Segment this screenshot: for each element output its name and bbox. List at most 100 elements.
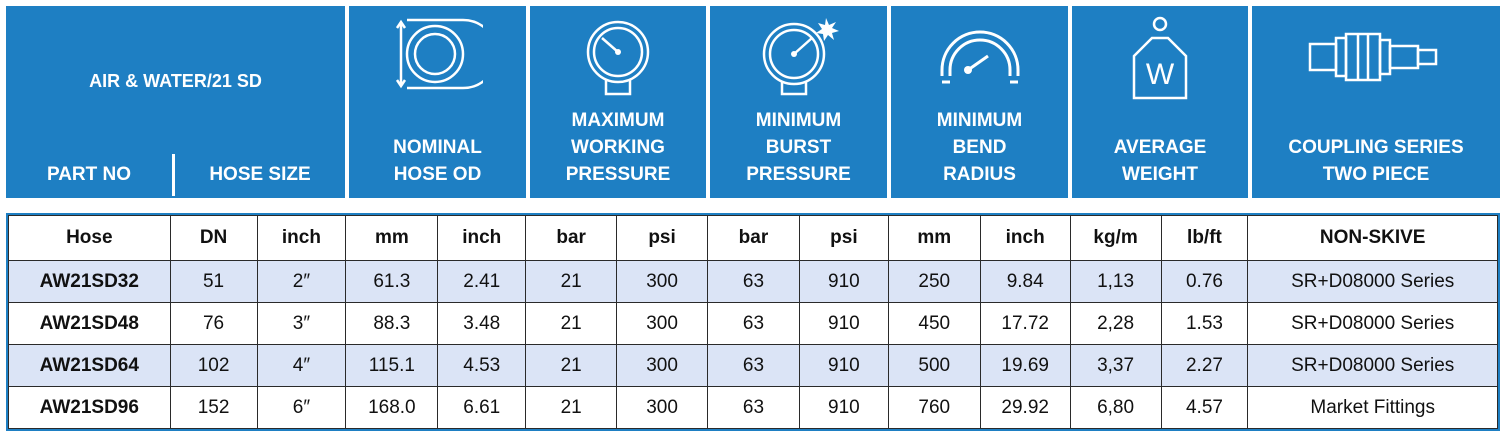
table-cell: 102	[169, 344, 258, 387]
table-cell: 51	[169, 260, 258, 303]
table-cell: 910	[798, 260, 889, 303]
table-cell: 63	[707, 302, 800, 345]
table-cell: 63	[707, 344, 800, 387]
table-cell: 910	[798, 302, 889, 345]
table-cell: 88.3	[345, 302, 439, 345]
table-row: AW21SD96 152 6″ 168.0 6.61 21 300 63 910…	[8, 386, 1498, 429]
table-cell: 115.1	[345, 344, 439, 387]
units-row: Hose DN inch mm inch bar psi bar psi mm …	[8, 215, 1498, 261]
min-burst-pressure-label: MINIMUM BURST PRESSURE	[746, 110, 851, 185]
pressure-gauge-icon	[578, 14, 658, 100]
table-cell: 17.72	[979, 302, 1071, 345]
unit-wt-lbft: lb/ft	[1160, 215, 1249, 261]
part-number-cell: AW21SD32	[8, 260, 171, 303]
product-title: AIR & WATER/21 SD	[89, 71, 262, 91]
table-cell: 3″	[256, 302, 347, 345]
unit-od-inch: inch	[437, 215, 527, 261]
part-number-cell: AW21SD64	[8, 344, 171, 387]
coupling-icon	[1306, 28, 1446, 88]
table-cell: 6″	[256, 386, 347, 429]
table-cell: 152	[169, 386, 258, 429]
hose-size-label: HOSE SIZE	[209, 164, 311, 185]
table-row: AW21SD48 76 3″ 88.3 3.48 21 300 63 910 4…	[8, 302, 1498, 345]
unit-br-inch: inch	[979, 215, 1071, 261]
part-no-label: PART NO	[46, 164, 132, 185]
table-cell: 3,37	[1069, 344, 1162, 387]
table-cell: 4″	[256, 344, 347, 387]
table-cell: 450	[887, 302, 981, 345]
table-cell: 910	[798, 386, 889, 429]
table-cell: 4.57	[1160, 386, 1249, 429]
table-row: AW21SD64 102 4″ 115.1 4.53 21 300 63 910…	[8, 344, 1498, 387]
header-block-hose-od: NOMINAL HOSE OD	[349, 6, 526, 198]
part-number-cell: AW21SD48	[8, 302, 171, 345]
header-block-part: AIR & WATER/21 SD PART NO HOSE SIZE	[6, 6, 345, 198]
table-cell: 4.53	[437, 344, 527, 387]
table-cell: 2.41	[437, 260, 527, 303]
header-block-weight: W AVERAGE WEIGHT	[1072, 6, 1248, 198]
table-cell: 910	[798, 344, 889, 387]
table-cell: 2″	[256, 260, 347, 303]
table-cell: SR+D08000 Series	[1247, 302, 1498, 345]
table-cell: 300	[616, 386, 708, 429]
coupling-series-label: COUPLING SERIES TWO PIECE	[1288, 137, 1464, 185]
weight-icon: W	[1120, 14, 1200, 104]
spec-table: Hose DN inch mm inch bar psi bar psi mm …	[6, 213, 1500, 431]
unit-wp-bar: bar	[525, 215, 618, 261]
table-cell: 3.48	[437, 302, 527, 345]
table-cell: 76	[169, 302, 258, 345]
unit-coupling: NON-SKIVE	[1247, 215, 1498, 261]
table-cell: 168.0	[345, 386, 439, 429]
unit-hose: Hose	[8, 215, 171, 261]
part-number-cell: AW21SD96	[8, 386, 171, 429]
unit-dn: DN	[169, 215, 258, 261]
table-cell: 29.92	[979, 386, 1071, 429]
max-working-pressure-label: MAXIMUM WORKING PRESSURE	[565, 110, 671, 185]
table-cell: 9.84	[979, 260, 1071, 303]
table-cell: 760	[887, 386, 981, 429]
table-cell: 21	[525, 386, 618, 429]
table-cell: SR+D08000 Series	[1247, 260, 1498, 303]
nominal-hose-od-label: NOMINAL HOSE OD	[393, 137, 482, 185]
unit-od-mm: mm	[345, 215, 439, 261]
table-cell: 300	[616, 260, 708, 303]
unit-br-mm: mm	[887, 215, 981, 261]
header-block-working-pressure: MAXIMUM WORKING PRESSURE	[530, 6, 706, 198]
table-cell: 6.61	[437, 386, 527, 429]
table-cell: 1.53	[1160, 302, 1249, 345]
table-cell: 21	[525, 302, 618, 345]
table-cell: 500	[887, 344, 981, 387]
table-cell: 250	[887, 260, 981, 303]
table-cell: Market Fittings	[1247, 386, 1498, 429]
hose-od-icon	[393, 14, 483, 94]
table-cell: 21	[525, 344, 618, 387]
table-cell: 6,80	[1069, 386, 1162, 429]
table-cell: 300	[616, 344, 708, 387]
table-cell: 1,13	[1069, 260, 1162, 303]
unit-bp-psi: psi	[798, 215, 889, 261]
min-bend-radius-label: MINIMUM BEND RADIUS	[936, 110, 1023, 185]
table-row: AW21SD32 51 2″ 61.3 2.41 21 300 63 910 2…	[8, 260, 1498, 303]
table-cell: 2,28	[1069, 302, 1162, 345]
unit-bp-bar: bar	[707, 215, 800, 261]
table-cell: 61.3	[345, 260, 439, 303]
header-block-coupling: COUPLING SERIES TWO PIECE	[1252, 6, 1500, 198]
burst-gauge-icon	[754, 14, 844, 100]
table-cell: 2.27	[1160, 344, 1249, 387]
header-block-burst-pressure: MINIMUM BURST PRESSURE	[710, 6, 887, 198]
table-cell: 63	[707, 260, 800, 303]
svg-text:W: W	[1146, 58, 1175, 91]
table-cell: 300	[616, 302, 708, 345]
header-divider	[172, 154, 175, 196]
unit-wt-kgm: kg/m	[1069, 215, 1162, 261]
table-cell: 21	[525, 260, 618, 303]
table-cell: 63	[707, 386, 800, 429]
average-weight-label: AVERAGE WEIGHT	[1113, 137, 1207, 185]
header-block-bend-radius: MINIMUM BEND RADIUS	[891, 6, 1068, 198]
table-cell: 0.76	[1160, 260, 1249, 303]
table-cell: 19.69	[979, 344, 1071, 387]
table-cell: SR+D08000 Series	[1247, 344, 1498, 387]
unit-size-inch: inch	[256, 215, 347, 261]
unit-wp-psi: psi	[616, 215, 708, 261]
bend-radius-icon	[930, 20, 1030, 90]
